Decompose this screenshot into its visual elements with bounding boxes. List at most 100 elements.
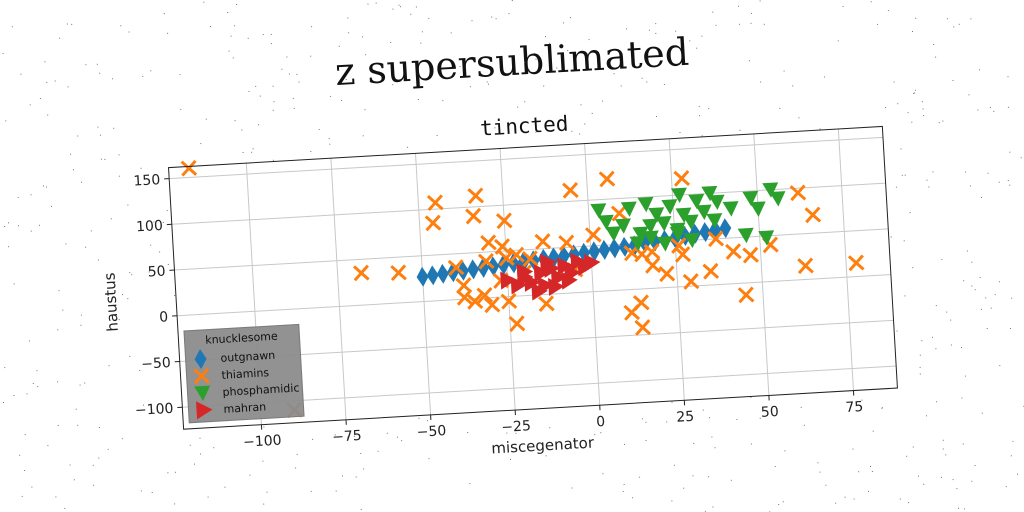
speckle-dot — [436, 135, 438, 136]
speckle-dot — [99, 72, 101, 74]
speckle-dot — [918, 475, 919, 477]
thiamins-point — [534, 233, 552, 250]
phosphamidic-point — [632, 226, 649, 242]
speckle-dot — [296, 73, 298, 75]
thiamins-point — [480, 234, 497, 252]
thiamins-point — [180, 159, 198, 177]
speckle-dot — [750, 443, 752, 445]
phosphamidic-point — [683, 232, 700, 249]
speckle-dot — [579, 133, 581, 135]
speckle-dot — [407, 146, 409, 148]
thiamins-point — [476, 286, 494, 304]
outgnawn-point — [477, 257, 490, 278]
speckle-dot — [926, 179, 928, 181]
speckle-dot — [163, 13, 165, 15]
speckle-dot — [571, 487, 573, 489]
mahran-point — [531, 282, 548, 301]
speckle-dot — [990, 307, 992, 309]
outgnawn-point — [467, 259, 480, 280]
speckle-dot — [803, 424, 805, 426]
speckle-dot — [400, 6, 401, 8]
speckle-dot — [624, 443, 625, 445]
thiamins-point — [562, 181, 579, 199]
outgnawn-point — [608, 238, 621, 259]
speckle-dot — [121, 438, 123, 440]
speckle-dot — [262, 460, 264, 462]
speckle-dot — [549, 427, 551, 429]
speckle-dot — [535, 58, 537, 60]
legend-box — [183, 323, 305, 424]
speckle-dot — [310, 151, 312, 152]
speckle-dot — [663, 84, 665, 85]
phosphamidic-point — [688, 193, 705, 210]
speckle-dot — [4, 367, 6, 369]
speckle-dot — [999, 365, 1001, 367]
speckle-dot — [438, 430, 440, 432]
speckle-dot — [1007, 76, 1009, 78]
speckle-dot — [129, 272, 131, 274]
phosphamidic-point — [597, 214, 614, 231]
speckle-dot — [207, 496, 209, 498]
speckle-dot — [127, 298, 129, 300]
speckle-dot — [919, 373, 921, 375]
outgnawn-point — [457, 260, 469, 281]
speckle-dot — [923, 483, 925, 485]
x-tick-label: 50 — [760, 404, 779, 421]
speckle-dot — [903, 240, 905, 242]
speckle-dot — [20, 73, 22, 75]
speckle-dot — [62, 309, 64, 311]
speckle-dot — [57, 381, 59, 383]
x-gridline — [837, 128, 854, 391]
speckle-dot — [81, 181, 83, 183]
speckle-dot — [963, 280, 965, 282]
speckle-dot — [272, 109, 274, 111]
speckle-dot — [442, 100, 444, 102]
speckle-dot — [858, 471, 860, 473]
speckle-dot — [426, 420, 428, 422]
speckle-dot — [151, 492, 153, 493]
thiamins-point — [455, 277, 473, 294]
speckle-dot — [966, 250, 968, 252]
speckle-dot — [488, 83, 489, 85]
thiamins-point — [426, 194, 444, 212]
speckle-dot — [842, 6, 844, 7]
speckle-dot — [946, 18, 948, 20]
speckle-dot — [852, 448, 854, 450]
speckle-dot — [977, 109, 979, 111]
speckle-dot — [98, 457, 100, 459]
x-tick-label: −50 — [416, 423, 446, 441]
phosphamidic-point — [605, 226, 622, 242]
speckle-dot — [524, 101, 526, 103]
speckle-dot — [701, 35, 703, 37]
phosphamidic-point — [749, 201, 766, 217]
speckle-dot — [230, 35, 232, 37]
speckle-dot — [26, 393, 28, 395]
speckle-dot — [66, 23, 68, 25]
speckle-dot — [166, 210, 168, 212]
speckle-dot — [189, 444, 191, 446]
speckle-dot — [421, 31, 423, 33]
speckle-dot — [817, 462, 819, 464]
speckle-dot — [986, 328, 988, 329]
outgnawn-point — [719, 218, 732, 239]
speckle-dot — [263, 426, 265, 428]
speckle-dot — [584, 123, 586, 125]
speckle-dot — [486, 81, 488, 83]
speckle-dot — [935, 305, 937, 307]
speckle-dot — [263, 503, 265, 505]
speckle-dot — [494, 127, 496, 129]
speckle-dot — [118, 175, 120, 177]
speckle-dot — [912, 267, 914, 269]
speckle-dot — [965, 171, 966, 173]
speckle-dot — [861, 399, 863, 401]
speckle-dot — [347, 17, 349, 19]
phosphamidic-point — [669, 226, 686, 242]
phosphamidic-point — [695, 204, 712, 220]
speckle-dot — [85, 64, 87, 66]
speckle-dot — [1011, 297, 1013, 299]
thiamins-point — [477, 252, 495, 270]
speckle-dot — [97, 126, 99, 128]
speckle-dot — [96, 63, 98, 65]
speckle-dot — [29, 104, 31, 106]
y-tick-label: 150 — [133, 172, 161, 190]
